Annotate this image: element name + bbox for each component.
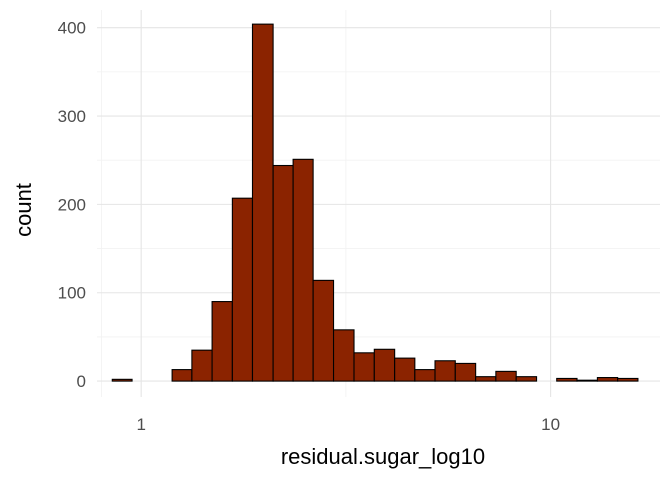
histogram-bar-18 [454, 362, 477, 382]
histogram-bar-16 [414, 369, 436, 382]
y-tick-label: 0 [77, 372, 86, 391]
histogram-bar-6 [211, 301, 233, 382]
y-axis-title: count [11, 183, 36, 237]
y-tick-label: 300 [58, 107, 86, 126]
histogram-bar-7 [231, 197, 254, 382]
histogram-bar-12 [332, 329, 355, 382]
x-tick-label: 1 [136, 415, 145, 434]
x-axis-tick-labels: 1 10 [136, 415, 560, 434]
histogram-bar-11 [312, 279, 335, 382]
histogram-bar-26 [617, 377, 639, 382]
histogram-bar-23 [556, 377, 578, 382]
histogram-bar-20 [495, 370, 517, 382]
histogram-bar-5 [191, 349, 213, 382]
histogram-bar-4 [171, 369, 193, 382]
histogram-bar-14 [373, 348, 396, 382]
histogram-bar-25 [596, 377, 619, 382]
y-tick-label: 200 [58, 195, 86, 214]
y-tick-label: 400 [58, 19, 86, 38]
histogram-bar-15 [394, 357, 416, 382]
histogram-bar-17 [434, 360, 456, 382]
histogram-bar-8 [251, 23, 274, 382]
histogram-bar-10 [292, 158, 314, 382]
histogram-bar-24 [576, 379, 598, 382]
histogram-bars [111, 23, 639, 382]
histogram-bar-1 [111, 378, 133, 382]
x-axis-title: residual.sugar_log10 [281, 444, 485, 469]
histogram-bar-19 [475, 376, 497, 382]
y-axis-tick-labels: 0 100 200 300 400 [58, 19, 86, 391]
x-tick-label: 10 [541, 415, 560, 434]
histogram-bar-21 [515, 376, 538, 382]
histogram-bar-13 [353, 352, 375, 382]
y-tick-label: 100 [58, 284, 86, 303]
histogram-bar-9 [272, 164, 294, 382]
